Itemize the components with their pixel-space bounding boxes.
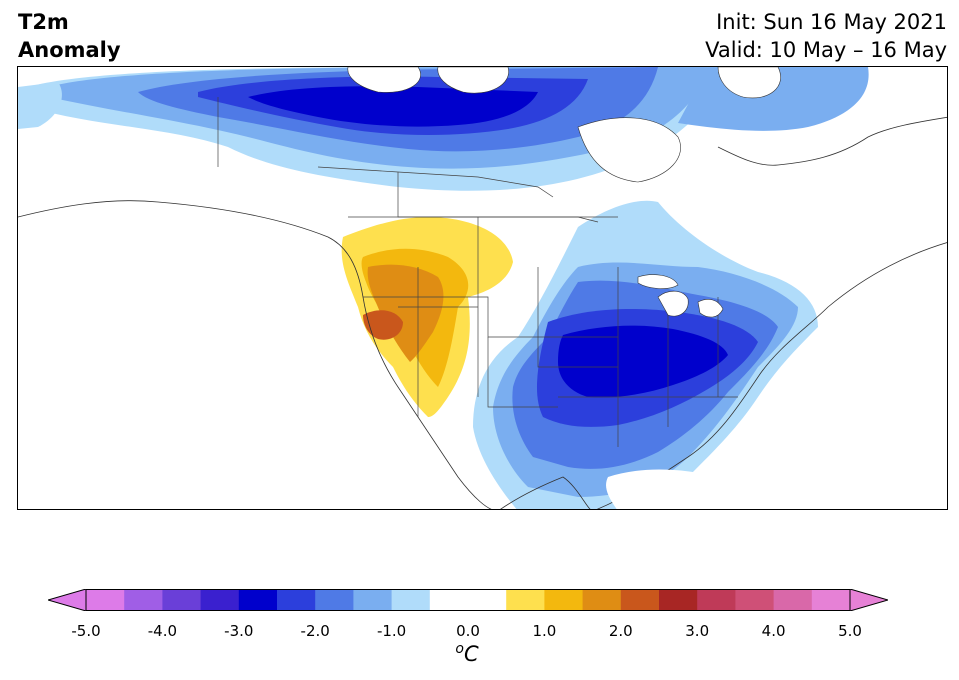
degree-symbol: o [455,641,464,657]
colorbar-segment [697,589,736,611]
colorbar-segment [315,589,354,611]
colorbar [48,589,888,611]
contour-cold-max-east [558,325,728,398]
anomaly-map [18,67,947,509]
colorbar-segment [238,589,278,611]
colorbar-extend-low [48,589,87,611]
map-panel [17,66,948,510]
colorbar-segment [620,589,660,611]
great-lakes [637,274,724,318]
colorbar-unit: oC [455,641,478,666]
colorbar-segment [391,589,431,611]
colorbar-tick-label: 2.0 [608,622,633,640]
colorbar-segment [544,589,584,611]
colorbar-segment [86,589,125,611]
contour-warm-core [363,310,403,340]
colorbar-segment [353,589,393,611]
colorbar-segment [200,589,240,611]
colorbar-segment [124,589,163,611]
colorbar-segment [735,589,775,611]
colorbar-tick-label: -2.0 [300,622,330,640]
field-label: Anomaly [18,38,121,62]
colorbar-tick-label: -1.0 [376,622,407,640]
colorbar-tick-label: 1.0 [532,622,557,640]
colorbar-border [85,589,851,611]
contour-cold-max-north [248,86,538,127]
valid-label: Valid: 10 May – 16 May [705,38,947,62]
unit-letter: C [463,642,479,666]
colorbar-segment [773,589,813,611]
colorbar-segment [582,589,622,611]
colorbar-tick-label: 0.0 [456,622,480,640]
contour-cold-alaska [18,82,62,129]
colorbar-segment [162,589,202,611]
variable-label: T2m [18,10,69,34]
colorbar-extend-high [849,589,888,611]
colorbar-segment [468,589,507,611]
political-borders [217,97,738,447]
colorbar-tick-label: -5.0 [71,622,101,640]
contour-warm-strong [367,264,444,362]
init-label: Init: Sun 16 May 2021 [716,10,947,34]
colorbar-segment [429,589,469,611]
gulf-of-mexico [606,469,718,509]
colorbar-segment [811,589,851,611]
plot-title-left: T2m Anomaly [18,8,121,64]
plot-title-right: Init: Sun 16 May 2021 Valid: 10 May – 16… [705,8,947,64]
colorbar-segment [659,589,698,611]
colorbar-segment [506,589,545,611]
colorbar-tick-label: 4.0 [761,622,786,640]
colorbar-tick-label: 3.0 [685,622,710,640]
colorbar-segment [277,589,316,611]
colorbar-tick-label: -4.0 [147,622,178,640]
arctic-islands [347,67,781,99]
hudson-bay [577,117,681,183]
colorbar-tick-label: 5.0 [838,622,862,640]
colorbar-tick-label: -3.0 [224,622,254,640]
